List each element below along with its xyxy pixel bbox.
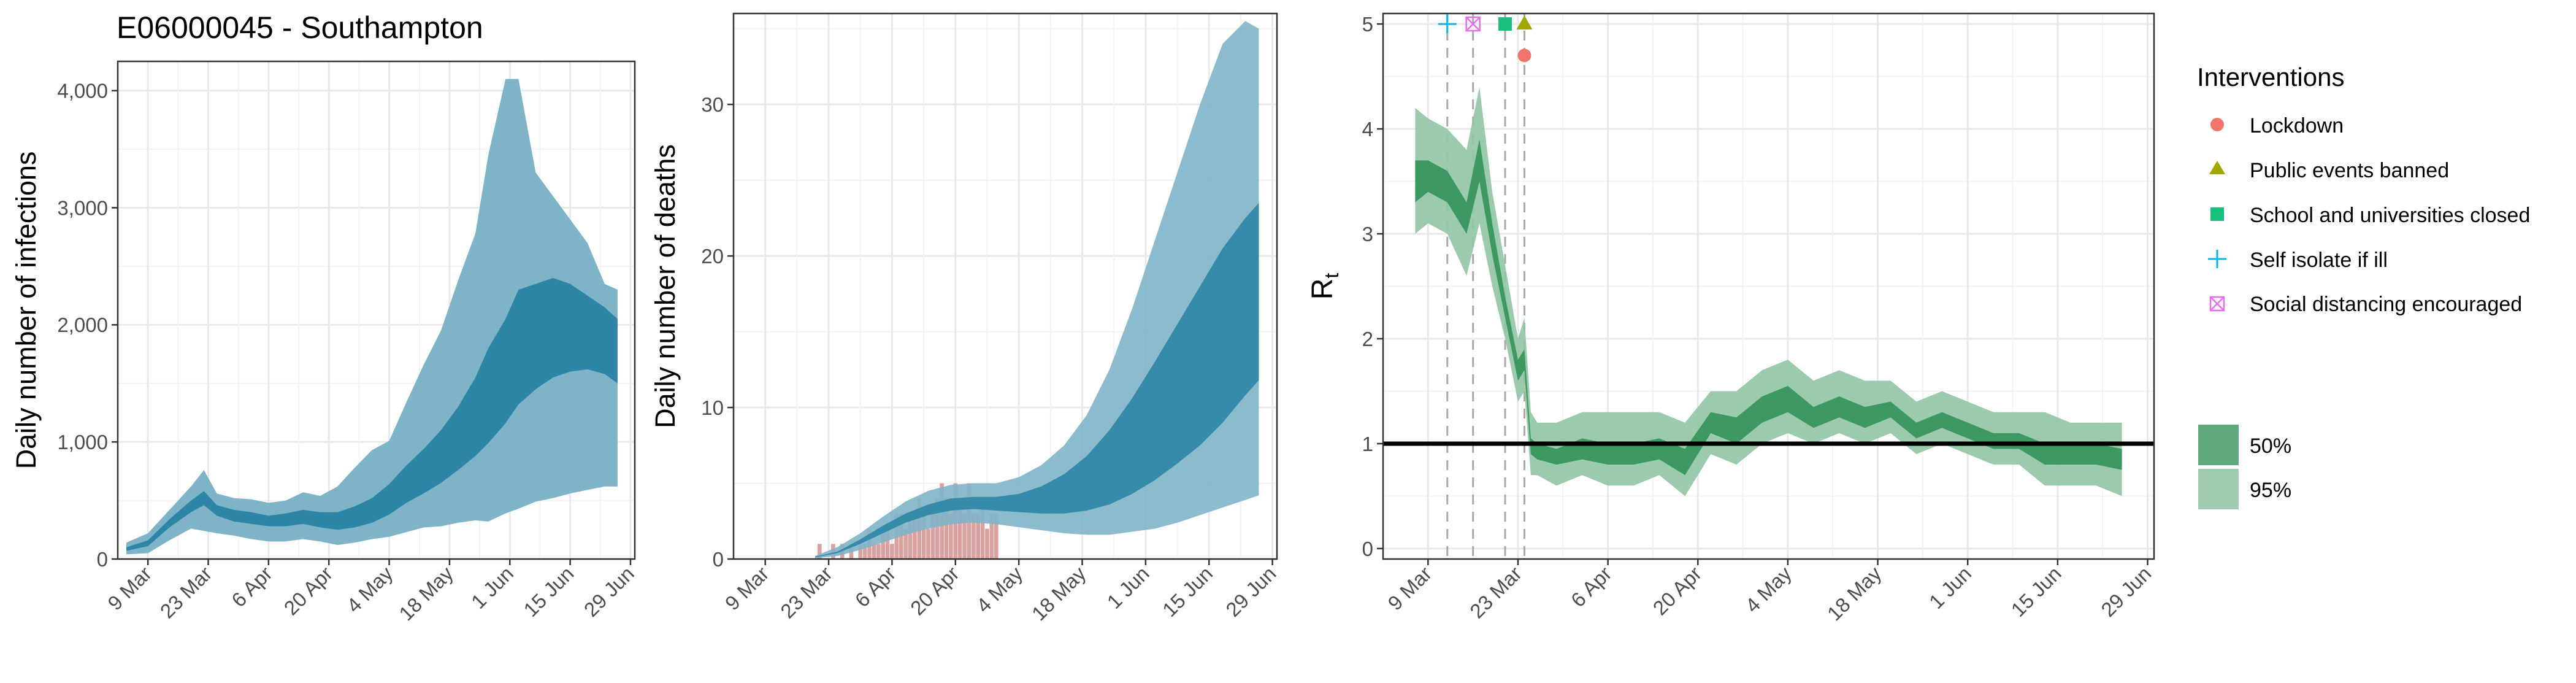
death-bar (858, 544, 863, 559)
legend: Interventions Lockdown Public events ban… (2197, 63, 2530, 509)
square-icon (2210, 207, 2224, 221)
death-bar (980, 498, 985, 559)
death-bar (962, 513, 967, 559)
infections-y-tick: 0 (97, 548, 108, 571)
death-bar (971, 513, 976, 559)
death-bar (976, 513, 981, 559)
death-bar (881, 528, 885, 559)
deaths-y-tick: 30 (701, 93, 724, 116)
legend-item-lockdown: Lockdown (2210, 114, 2344, 137)
rt-panel: 0 1 2 3 4 5 9 Mar 23 Mar 6 Apr 20 Apr 4 … (1306, 12, 2155, 625)
self-isolate-marker (1438, 15, 1457, 34)
rt-y-tick: 5 (1362, 13, 1373, 36)
deaths-y-axis-label: Daily number of deaths (650, 144, 681, 428)
schools-marker (1498, 17, 1512, 31)
death-bar (862, 544, 867, 559)
circle-icon (2210, 118, 2224, 131)
deaths-y-tick: 20 (701, 245, 724, 268)
lockdown-marker (1517, 48, 1531, 63)
rt-y-axis: 0 1 2 3 4 5 (1362, 13, 1383, 560)
legend-item-label: Public events banned (2250, 159, 2449, 182)
infections-bands (126, 79, 618, 555)
death-bar (908, 513, 913, 559)
infections-y-tick: 3,000 (57, 196, 108, 219)
rt-y-tick: 1 (1362, 433, 1373, 455)
infections-y-tick: 2,000 (57, 314, 108, 336)
rt-y-tick: 0 (1362, 538, 1373, 560)
deaths-y-axis: 0 10 20 30 (701, 93, 734, 571)
rt-band-50 (1415, 139, 2122, 476)
rt-y-tick: 3 (1362, 223, 1373, 245)
death-bar (930, 513, 935, 559)
death-bar (957, 498, 962, 559)
infections-y-axis: 0 1,000 2,000 3,000 4,000 (57, 80, 118, 571)
deaths-bands (815, 21, 1259, 558)
infections-y-axis-label: Daily number of infections (10, 152, 42, 469)
legend-item-self-isolate: Self isolate if ill (2208, 249, 2388, 272)
rt-bands (1415, 87, 2122, 496)
death-bar (989, 513, 994, 559)
public-events-marker (1516, 15, 1533, 30)
infections-band-50 (126, 278, 618, 551)
infections-y-tick: 1,000 (57, 431, 108, 453)
legend-item-label: Self isolate if ill (2250, 249, 2388, 272)
legend-title: Interventions (2197, 63, 2344, 91)
triangle-icon (2209, 161, 2225, 174)
legend-band-label: 95% (2250, 479, 2291, 502)
death-bar (899, 513, 903, 559)
rt-intervention-markers (1438, 15, 1533, 63)
deaths-panel: 0 10 20 30 9 Mar 23 Mar 6 Apr 20 Apr 4 M… (650, 12, 1281, 625)
death-bar (985, 528, 989, 559)
plus-icon (2208, 250, 2226, 268)
legend-item-schools: School and universities closed (2210, 204, 2530, 227)
deaths-y-tick: 10 (701, 396, 724, 419)
rt-y-label-main: R (1306, 279, 1339, 300)
death-bar (944, 498, 949, 559)
rt-y-tick: 4 (1362, 118, 1373, 141)
death-bar (949, 513, 953, 559)
death-bar (885, 528, 890, 559)
legend-item-social-distancing: Social distancing encouraged (2209, 293, 2522, 316)
death-bar (935, 498, 940, 559)
death-bar (921, 513, 926, 559)
death-bar (926, 528, 930, 559)
legend-band-95: 95% (2198, 469, 2291, 509)
death-bar (890, 544, 894, 559)
legend-item-label: Social distancing encouraged (2250, 293, 2522, 316)
death-bar (876, 544, 881, 559)
infections-panel: 0 1,000 2,000 3,000 4,000 9 Mar 23 Mar 6… (10, 60, 638, 625)
deaths-y-tick: 0 (713, 548, 724, 571)
infections-y-tick: 4,000 (57, 80, 108, 102)
figure-title: E06000045 - Southampton (117, 10, 483, 45)
legend-item-label: Lockdown (2250, 114, 2344, 137)
band-swatch-50 (2198, 425, 2239, 465)
death-bar (903, 528, 908, 559)
legend-band-label: 50% (2250, 434, 2291, 458)
legend-item-label: School and universities closed (2250, 204, 2530, 227)
deaths-frame (732, 12, 1278, 560)
death-bar (913, 513, 917, 559)
rt-intervention-lines (1446, 14, 1525, 559)
death-bar (994, 513, 999, 559)
death-bar (872, 544, 876, 559)
legend-item-public-events: Public events banned (2209, 159, 2449, 182)
legend-band-50: 50% (2198, 425, 2291, 465)
death-bar (817, 544, 822, 559)
rt-y-tick: 2 (1362, 328, 1373, 350)
band-swatch-95 (2198, 469, 2239, 509)
rt-frame (1382, 12, 2155, 560)
boxed-x-icon (2209, 296, 2225, 312)
infections-frame (117, 60, 636, 560)
rt-y-label-subscript: t (1321, 273, 1343, 279)
rt-y-axis-label: Rt (1306, 273, 1343, 300)
deaths-band-50 (815, 203, 1259, 558)
social-distancing-marker (1465, 16, 1481, 32)
rt-band-95 (1415, 87, 2122, 496)
